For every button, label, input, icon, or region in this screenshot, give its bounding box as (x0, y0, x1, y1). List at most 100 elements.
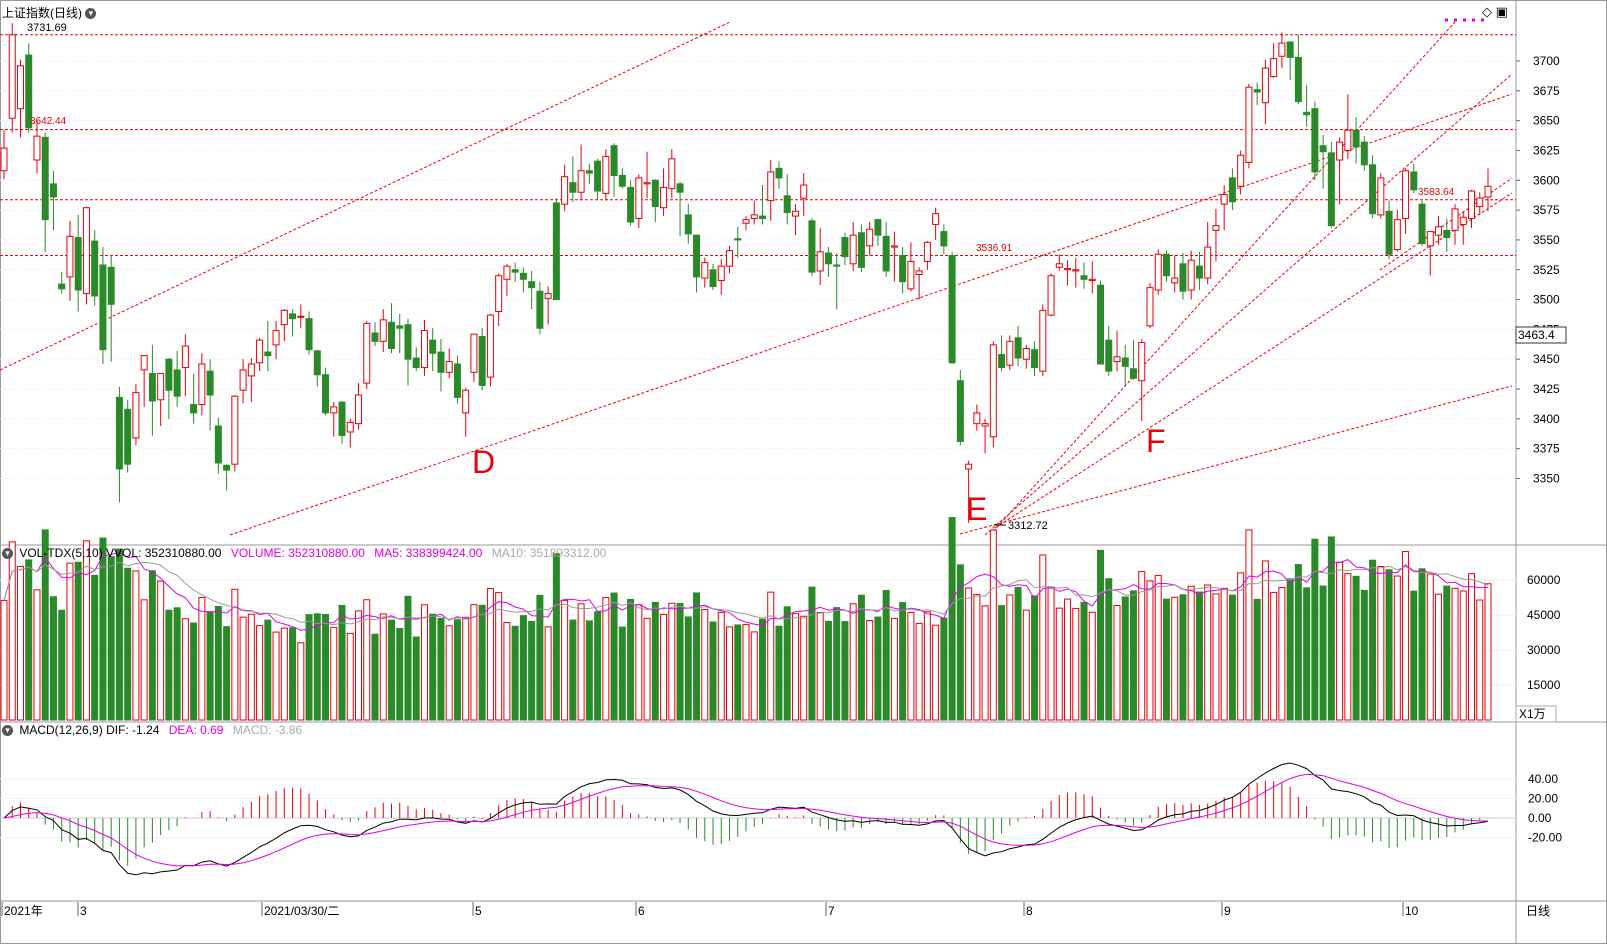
candle-body (157, 373, 165, 401)
candle-body (338, 401, 346, 437)
volume-bar (602, 597, 610, 721)
candle-body (1303, 111, 1311, 116)
trend-line (0, 21, 731, 371)
candle-body (58, 283, 66, 290)
candle-body (981, 423, 989, 427)
candle-body (783, 195, 791, 213)
volume-bar (462, 616, 470, 721)
candle-body (264, 351, 272, 357)
volume-bar (956, 564, 964, 721)
volume-bar (198, 596, 206, 721)
macd-tick-label: 20.00 (1528, 791, 1558, 805)
volume-bar (272, 631, 280, 721)
dropdown-icon[interactable]: ▾ (2, 548, 13, 560)
x-tick-label: 2021年 (4, 904, 43, 918)
candle-body (1204, 246, 1212, 279)
candle-body (478, 336, 486, 386)
candle-body (899, 254, 907, 283)
candle-body (1031, 349, 1039, 369)
volume-bar (157, 580, 165, 721)
candle-body (1220, 194, 1228, 205)
volume-bar (1146, 580, 1154, 721)
volume-bar (478, 604, 486, 721)
volume-bar (882, 590, 890, 721)
volume-bar (701, 608, 709, 721)
x-tick-label: 7 (828, 904, 835, 918)
volume-bar (1072, 607, 1080, 721)
volume-bar (1253, 598, 1261, 721)
volume-bar (1270, 591, 1278, 721)
volume-bar (1377, 566, 1385, 721)
volume-bar (577, 603, 585, 721)
candle-body (256, 339, 264, 364)
candle-body (758, 215, 766, 219)
volume-bar (99, 537, 107, 721)
candle-body (998, 353, 1006, 369)
x-tick-label: 2021/03/30/二 (264, 904, 339, 918)
diamond-icon[interactable]: ◇ (1482, 4, 1492, 19)
volume-label: VOLUME: 352310880.00 (230, 546, 365, 560)
volume-bar (833, 607, 841, 721)
volume-bar (412, 636, 420, 721)
dropdown-icon[interactable]: ▾ (2, 725, 13, 737)
candle-body (1360, 141, 1368, 166)
candle-body (1245, 86, 1253, 163)
volume-bar (1088, 611, 1096, 721)
volume-bar (1237, 572, 1245, 721)
volume-bar (148, 570, 156, 721)
volume-bar (132, 570, 140, 721)
trend-line (959, 385, 1513, 535)
volume-bar (734, 624, 742, 721)
candle-body (717, 265, 725, 281)
volume-bar (1031, 595, 1039, 721)
candle-body (190, 404, 198, 414)
volume-bar (965, 587, 973, 721)
candle-body (41, 136, 49, 221)
dea-label: DEA: 0.69 (168, 723, 224, 737)
candle-body (561, 176, 569, 205)
candle-body (989, 344, 997, 438)
volume-bar (1385, 569, 1393, 721)
volume-bar (322, 613, 330, 721)
volume-bar (247, 613, 255, 721)
volume-bar (668, 602, 676, 721)
volume-bar (635, 604, 643, 721)
candle-body (1319, 145, 1327, 153)
volume-bar (1344, 573, 1352, 721)
candle-body (544, 293, 552, 299)
candle-body (808, 220, 816, 273)
volume-bar (437, 617, 445, 721)
candle-body (1418, 203, 1426, 245)
candle-body (1484, 185, 1492, 198)
volume-bar (808, 586, 816, 721)
volume-bar (223, 626, 231, 721)
candle-body (107, 266, 115, 305)
volume-bar (91, 574, 99, 721)
volume-bar (173, 607, 181, 721)
window-icon[interactable]: ▣ (1495, 4, 1508, 19)
candle-body (866, 228, 874, 247)
volume-bar (684, 616, 692, 721)
volume-bar (1459, 590, 1467, 721)
candle-body (528, 281, 536, 289)
volume-bar (750, 631, 758, 721)
volume-unit-label: X1万 (1519, 707, 1546, 721)
candle-body (602, 155, 610, 194)
candle-body (956, 380, 964, 443)
candle-body (1162, 253, 1170, 277)
candle-body (1080, 275, 1088, 280)
candle-body (1402, 170, 1410, 219)
candle-body (1129, 368, 1137, 379)
volume-bar (453, 619, 461, 721)
dif-line (3, 762, 1489, 876)
volume-bar (610, 592, 618, 721)
candle-body (635, 177, 643, 219)
volume-bar (1220, 587, 1228, 721)
candle-body (849, 234, 857, 265)
volume-bar (1327, 536, 1335, 721)
volume-bar (758, 618, 766, 721)
volume-bar (82, 540, 90, 721)
dropdown-icon[interactable]: ▾ (85, 8, 97, 20)
candle-body (1270, 58, 1278, 78)
